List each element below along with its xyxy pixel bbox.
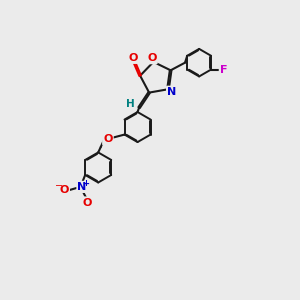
Text: O: O (83, 197, 92, 208)
Text: +: + (82, 178, 90, 188)
Text: O: O (103, 134, 112, 144)
Text: O: O (128, 53, 138, 63)
Text: H: H (126, 99, 135, 109)
Text: −: − (56, 181, 64, 191)
Text: F: F (220, 64, 227, 75)
Text: N: N (167, 87, 176, 97)
Text: O: O (147, 53, 157, 63)
Text: O: O (59, 185, 69, 195)
Text: N: N (77, 182, 87, 192)
